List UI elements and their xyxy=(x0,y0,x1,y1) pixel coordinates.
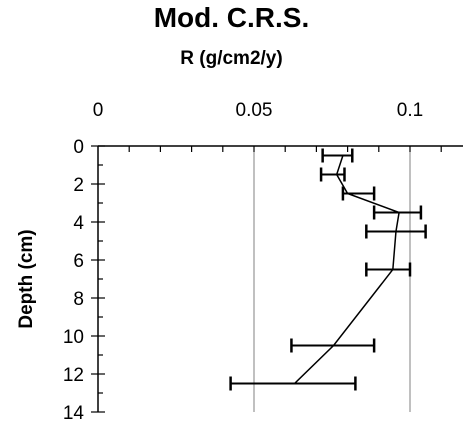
axis-layer xyxy=(91,145,463,413)
y-tick-label: 0 xyxy=(73,137,84,158)
series-layer xyxy=(229,148,427,391)
y-tick-label: 4 xyxy=(73,213,84,234)
chart-title: Mod. C.R.S. xyxy=(153,2,310,33)
x-axis-label: R (g/cm2/y) xyxy=(180,48,283,69)
y-tick-label: 8 xyxy=(73,289,84,310)
grid-layer xyxy=(253,146,411,412)
y-tick-label: 12 xyxy=(63,365,84,386)
x-tick-label: 0.1 xyxy=(397,100,423,121)
y-tick-label: 10 xyxy=(63,327,84,348)
x-tick-label: 0.05 xyxy=(236,100,273,121)
y-tick-label: 14 xyxy=(63,403,85,421)
y-tick-label: 2 xyxy=(73,175,84,196)
y-axis-label: Depth (cm) xyxy=(16,229,37,328)
x-tick-label: 0 xyxy=(93,100,104,121)
label-layer: 0 0.05 0.1 0 2 4 6 8 10 12 14 Depth (cm) xyxy=(16,100,423,421)
y-tick-label: 6 xyxy=(73,251,84,272)
series-line xyxy=(294,155,400,385)
